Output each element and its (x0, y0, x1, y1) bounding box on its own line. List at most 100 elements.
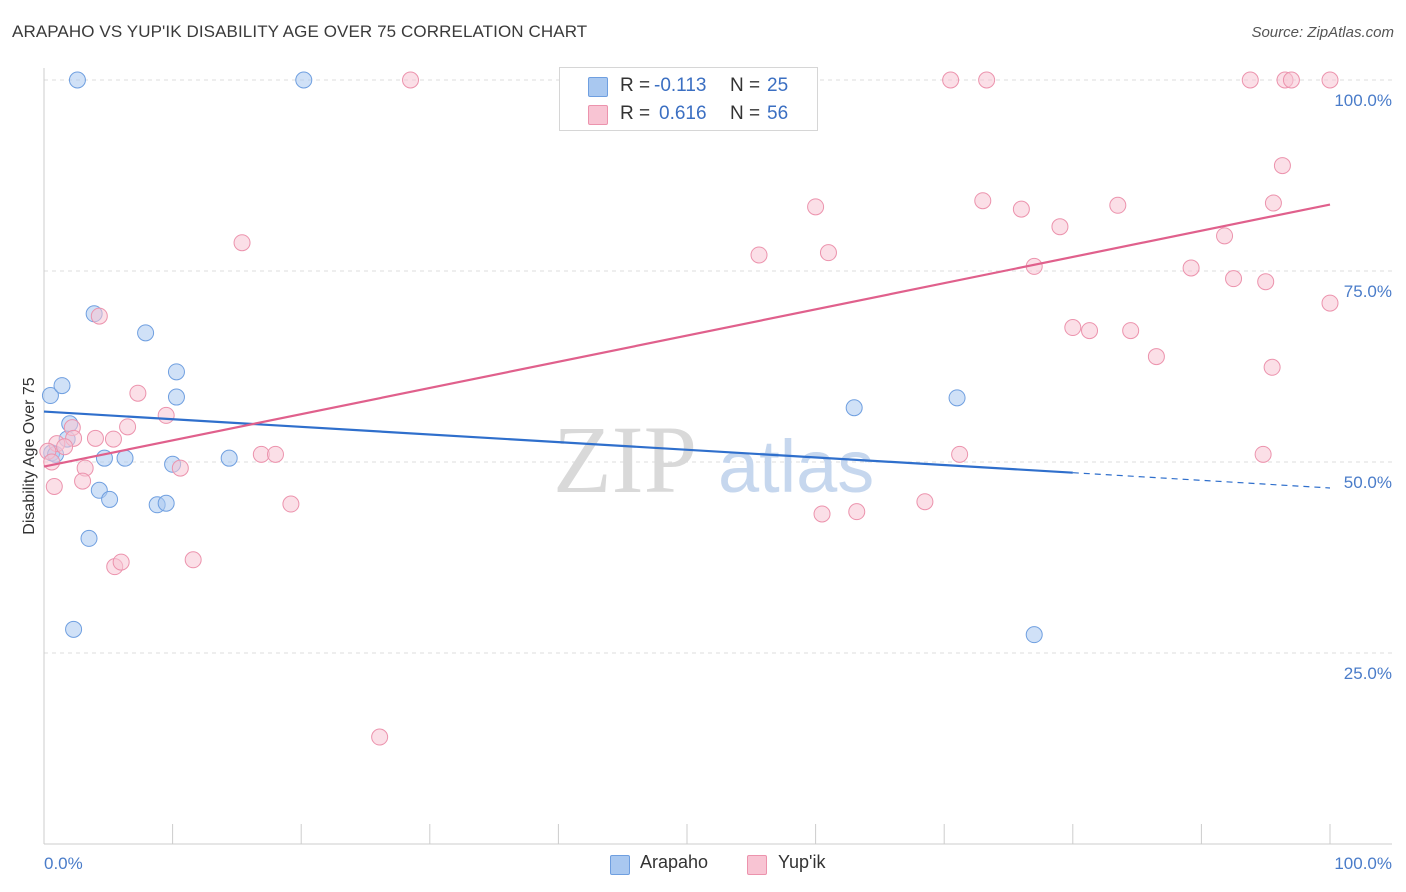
point-yupik (1321, 294, 1339, 312)
point-yupik (371, 728, 389, 746)
legend-r-label: R = (620, 103, 651, 124)
point-yupik (807, 198, 825, 216)
watermark-atlas: atlas (718, 425, 874, 508)
point-arapaho (220, 449, 238, 467)
point-yupik (1012, 200, 1030, 218)
x-tick-label: 100.0% (1334, 854, 1392, 873)
point-yupik (45, 477, 63, 495)
bottom-legend-yupik: Yup'ik (778, 852, 826, 872)
point-arapaho (845, 399, 863, 417)
point-yupik (112, 553, 130, 571)
point-yupik (813, 505, 831, 523)
point-yupik (402, 71, 420, 89)
trend-lines (43, 203, 1331, 489)
point-arapaho (53, 377, 71, 395)
legend-n-value: 25 (767, 75, 789, 96)
point-yupik (1064, 319, 1082, 337)
point-arapaho (41, 387, 59, 405)
point-yupik (1081, 322, 1099, 340)
point-yupik (978, 71, 996, 89)
point-yupik (157, 406, 175, 424)
legend-swatch-arapaho (588, 77, 608, 97)
point-yupik (266, 445, 284, 463)
point-yupik (1321, 71, 1339, 89)
point-arapaho (65, 620, 83, 638)
point-yupik (56, 438, 74, 456)
point-arapaho (1025, 626, 1043, 644)
y-axis-label: Disability Age Over 75 (21, 377, 38, 535)
bottom-legend-swatch-arapaho (610, 855, 630, 875)
point-yupik (1263, 358, 1281, 376)
gridlines (44, 79, 1392, 654)
point-yupik (171, 459, 189, 477)
data-points (39, 71, 1339, 746)
point-yupik (1225, 270, 1243, 288)
point-yupik (819, 244, 837, 262)
source-label: Source: ZipAtlas.com (1251, 24, 1394, 41)
legend-n-label: N = (730, 75, 761, 96)
point-yupik (1273, 157, 1291, 175)
point-yupik (119, 418, 137, 436)
point-yupik (951, 445, 969, 463)
point-arapaho (137, 324, 155, 342)
point-yupik (74, 472, 92, 490)
point-arapaho (68, 71, 86, 89)
point-yupik (1109, 196, 1127, 214)
point-arapaho (167, 388, 185, 406)
y-tick-label: 75.0% (1344, 282, 1392, 301)
point-yupik (1182, 259, 1200, 277)
legend-swatch-yupik (588, 105, 608, 125)
legend-r-value: 0.616 (659, 103, 707, 124)
point-yupik (1122, 322, 1140, 340)
y-tick-label: 50.0% (1344, 473, 1392, 492)
point-arapaho (948, 389, 966, 407)
watermark: ZIP atlas (553, 406, 874, 513)
point-yupik (750, 246, 768, 264)
y-tick-label: 100.0% (1334, 91, 1392, 110)
point-yupik (1282, 71, 1300, 89)
point-arapaho (157, 494, 175, 512)
trend-line-yupik (43, 203, 1331, 468)
trend-line-extension-arapaho (1072, 472, 1331, 489)
bottom-legend-arapaho: Arapaho (640, 852, 709, 872)
point-yupik (942, 71, 960, 89)
point-arapaho (295, 71, 313, 89)
watermark-zip: ZIP (553, 406, 697, 513)
point-yupik (184, 551, 202, 569)
point-yupik (129, 384, 147, 402)
point-yupik (1254, 445, 1272, 463)
point-yupik (1264, 194, 1282, 212)
legend-n-label: N = (730, 103, 761, 124)
point-yupik (1241, 71, 1259, 89)
tick-labels: 25.0% 50.0% 75.0% 100.0% 0.0% 100.0% (44, 91, 1392, 873)
point-yupik (848, 503, 866, 521)
bottom-legend-swatch-yupik (747, 855, 767, 875)
point-yupik (916, 493, 934, 511)
point-yupik (43, 453, 61, 471)
point-yupik (86, 429, 104, 447)
y-tick-label: 25.0% (1344, 664, 1392, 683)
point-yupik (104, 430, 122, 448)
stats-legend: R = -0.113 N = 25 R = 0.616 N = 56 (559, 67, 818, 131)
point-yupik (282, 495, 300, 513)
x-tick-label: 0.0% (44, 854, 83, 873)
point-yupik (974, 192, 992, 210)
point-yupik (1216, 227, 1234, 245)
legend-r-label: R = (620, 75, 651, 96)
point-yupik (252, 445, 270, 463)
chart-title: ARAPAHO VS YUP'IK DISABILITY AGE OVER 75… (12, 22, 588, 41)
point-yupik (1051, 218, 1069, 236)
point-arapaho (80, 529, 98, 547)
point-arapaho (116, 449, 134, 467)
point-arapaho (167, 363, 185, 381)
legend-n-value: 56 (767, 103, 789, 124)
point-arapaho (101, 490, 119, 508)
legend-r-value: -0.113 (654, 75, 707, 96)
point-yupik (233, 234, 251, 252)
trend-line-arapaho (43, 410, 1073, 474)
point-yupik (1257, 273, 1275, 291)
point-yupik (1147, 348, 1165, 366)
point-yupik (90, 307, 108, 325)
